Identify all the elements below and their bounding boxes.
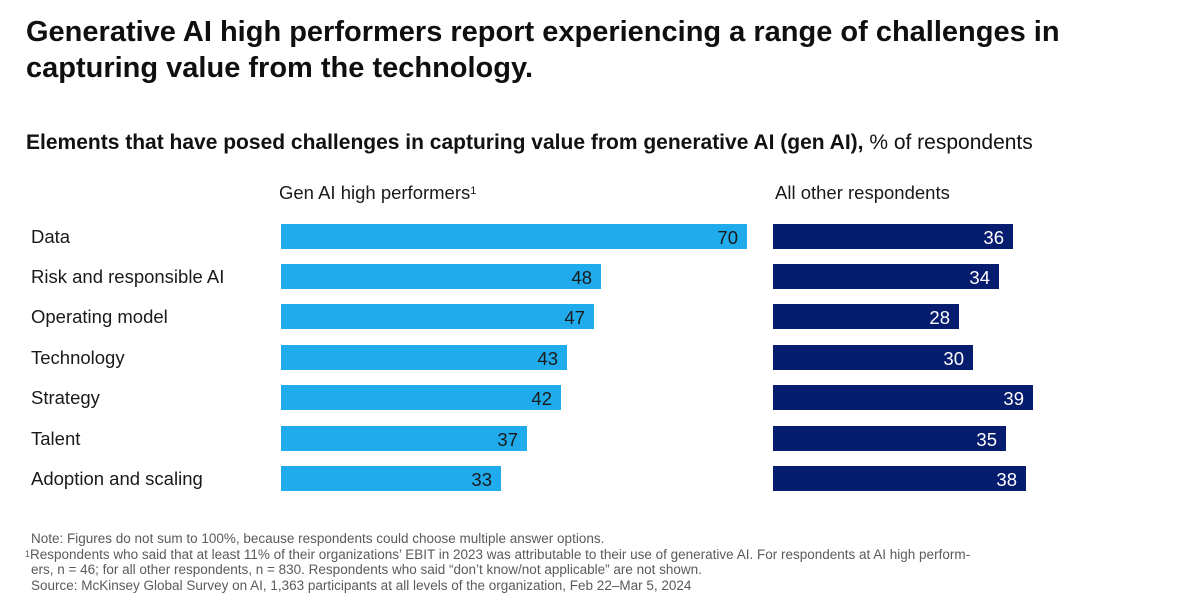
bar-high-performers xyxy=(281,385,561,410)
bar-other-respondents xyxy=(773,426,1006,451)
category-label: Operating model xyxy=(31,306,168,327)
footnote-text: 1Respondents who said that at least 11% … xyxy=(25,547,1181,563)
data-label-other-respondents: 38 xyxy=(996,469,1017,490)
bar-high-performers xyxy=(281,264,601,289)
chart-title: Generative AI high performers report exp… xyxy=(26,16,1060,84)
data-label-high-performers: 37 xyxy=(497,429,518,450)
subtitle-unit: % of respondents xyxy=(863,131,1033,154)
category-label: Talent xyxy=(31,428,81,449)
chart-subtitle: Elements that have posed challenges in c… xyxy=(26,129,1033,157)
bar-other-respondents xyxy=(773,385,1033,410)
bar-high-performers xyxy=(281,466,501,491)
data-label-other-respondents: 39 xyxy=(1003,388,1024,409)
data-label-high-performers: 70 xyxy=(717,227,738,248)
data-label-high-performers: 42 xyxy=(531,388,552,409)
bar-other-respondents xyxy=(773,304,959,329)
series-header-label: Gen AI high performers xyxy=(279,182,471,203)
data-label-high-performers: 43 xyxy=(537,348,558,369)
bar-high-performers xyxy=(281,304,594,329)
series-header-other-respondents: All other respondents xyxy=(775,182,950,203)
bar-other-respondents xyxy=(773,224,1013,249)
data-label-other-respondents: 36 xyxy=(983,227,1004,248)
series-header-high-performers: Gen AI high performers1 xyxy=(279,181,476,205)
subtitle-bold: Elements that have posed challenges in c… xyxy=(26,131,864,154)
footnote-text-continued: ers, n = 46; for all other respondents, … xyxy=(31,562,702,577)
category-label: Data xyxy=(31,226,71,247)
data-label-high-performers: 33 xyxy=(471,469,492,490)
bar-high-performers xyxy=(281,426,527,451)
bar-high-performers xyxy=(281,345,567,370)
category-label: Risk and responsible AI xyxy=(31,266,225,287)
data-label-other-respondents: 34 xyxy=(969,267,990,288)
footnote-marker: 1 xyxy=(470,185,477,197)
footnote-line-1: Respondents who said that at least 11% o… xyxy=(30,546,971,562)
data-label-high-performers: 48 xyxy=(571,267,592,288)
bar-other-respondents xyxy=(773,345,973,370)
data-label-other-respondents: 28 xyxy=(929,307,950,328)
bar-other-respondents xyxy=(773,466,1026,491)
bar-other-respondents xyxy=(773,264,999,289)
note-text: Note: Figures do not sum to 100%, becaus… xyxy=(31,531,605,546)
category-label: Strategy xyxy=(31,387,100,408)
source-text: Source: McKinsey Global Survey on AI, 1,… xyxy=(31,577,692,593)
category-label: Technology xyxy=(31,347,125,368)
data-label-other-respondents: 30 xyxy=(943,348,964,369)
chart-notes: Note: Figures do not sum to 100%, becaus… xyxy=(25,531,1181,593)
bar-high-performers xyxy=(281,224,747,249)
data-label-high-performers: 47 xyxy=(564,307,585,328)
footnote-number: 1 xyxy=(25,548,31,559)
category-label: Adoption and scaling xyxy=(31,468,203,489)
data-label-other-respondents: 35 xyxy=(976,429,997,450)
